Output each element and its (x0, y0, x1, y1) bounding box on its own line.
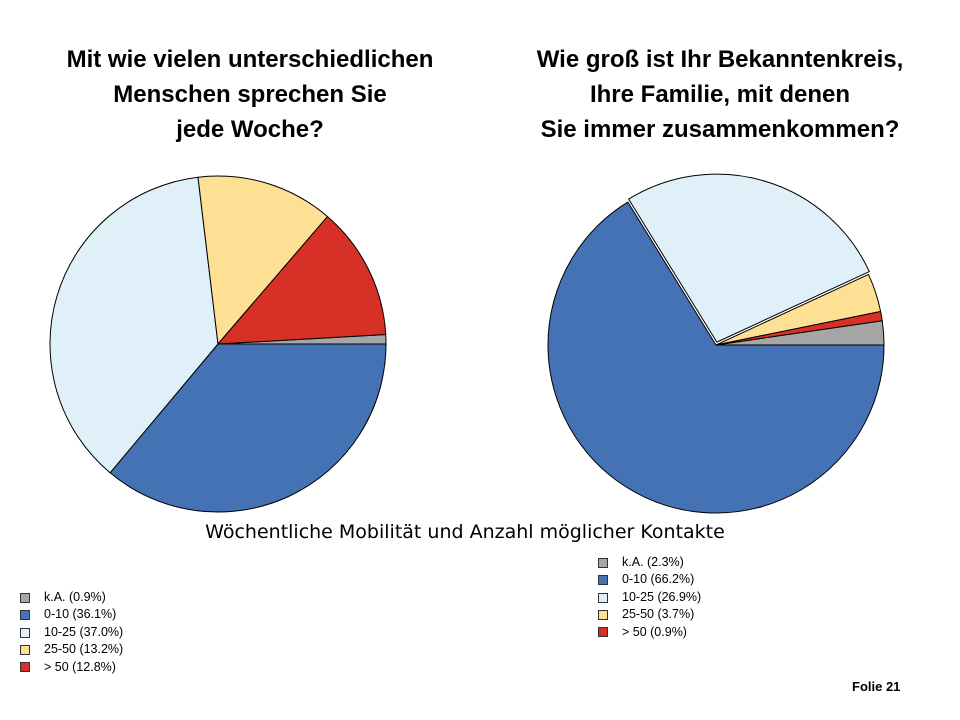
title-line: Mit wie vielen unterschiedlichen (66, 46, 434, 73)
legend-swatch (598, 557, 608, 568)
pie-slice-10-25 (49, 176, 219, 474)
chart-subtitle: Wöchentliche Mobilität und Anzahl möglic… (205, 521, 725, 543)
legend-swatch (598, 627, 608, 638)
legend-label: 10-25 (26.9%) (622, 589, 702, 604)
chart-title-left: Mit wie vielen unterschiedlichen Mensche… (20, 42, 480, 147)
legend-item: 10-25 (26.9%) (598, 589, 701, 606)
legend-label: k.A. (2.3%) (622, 555, 684, 569)
legend-item: 0-10 (66.2%) (598, 571, 701, 588)
pie-chart-right (547, 173, 885, 514)
pie-slice-gt-50 (715, 310, 883, 346)
legend-swatch (598, 592, 608, 603)
legend-swatch (20, 627, 30, 638)
legend-label: 0-10 (66.2%) (622, 572, 695, 587)
pie-slice-0-10 (547, 201, 885, 514)
legend-item: 10-25 (37.0%) (20, 624, 123, 641)
title-line: Menschen sprechen Sie (113, 81, 387, 108)
legend-right: k.A. (2.3%) 0-10 (66.2%) 10-25 (26.9%) 25-5… (598, 554, 701, 641)
legend-item: 25-50 (3.7%) (598, 606, 701, 623)
legend-label: k.A. (0.9%) (44, 590, 106, 604)
pie-slice-10-25 (628, 173, 870, 343)
legend-item: 0-10 (36.1%) (20, 606, 123, 623)
legend-label: > 50 (12.8%) (44, 659, 116, 674)
title-line: Sie immer zusammenkommen? (540, 116, 900, 143)
legend-item: k.A. (0.9%) (20, 589, 123, 606)
legend-swatch (598, 575, 608, 586)
slide-number: Folie 21 (852, 679, 901, 694)
pie-slice-0-10 (109, 343, 387, 513)
legend-swatch (20, 592, 30, 603)
title-line: Wie groß ist Ihr Bekanntenkreis, (536, 46, 904, 73)
legend-item: 25-50 (13.2%) (20, 641, 123, 658)
pie-slice-gt-50 (217, 216, 387, 345)
title-line: Ihre Familie, mit denen (589, 81, 851, 108)
legend-label: > 50 (0.9%) (622, 624, 687, 639)
legend-swatch (20, 644, 30, 655)
legend-swatch (20, 610, 30, 621)
legend-left: k.A. (0.9%) 0-10 (36.1%) 10-25 (37.0%) 25-5… (20, 589, 123, 676)
legend-item: > 50 (0.9%) (598, 624, 701, 641)
pie-slice-25-50 (197, 175, 329, 345)
legend-label: 25-50 (3.7%) (622, 607, 695, 622)
legend-swatch (598, 609, 608, 620)
legend-swatch (20, 662, 30, 673)
legend-label: 0-10 (36.1%) (44, 607, 117, 622)
legend-item: > 50 (12.8%) (20, 659, 123, 676)
legend-item: k.A. (2.3%) (598, 554, 701, 571)
title-line: jede Woche? (176, 116, 324, 143)
legend-label: 10-25 (37.0%) (44, 624, 124, 639)
pie-chart-left (49, 175, 387, 513)
legend-label: 25-50 (13.2%) (44, 642, 124, 657)
chart-title-right: Wie groß ist Ihr Bekanntenkreis, Ihre Fa… (490, 42, 950, 147)
